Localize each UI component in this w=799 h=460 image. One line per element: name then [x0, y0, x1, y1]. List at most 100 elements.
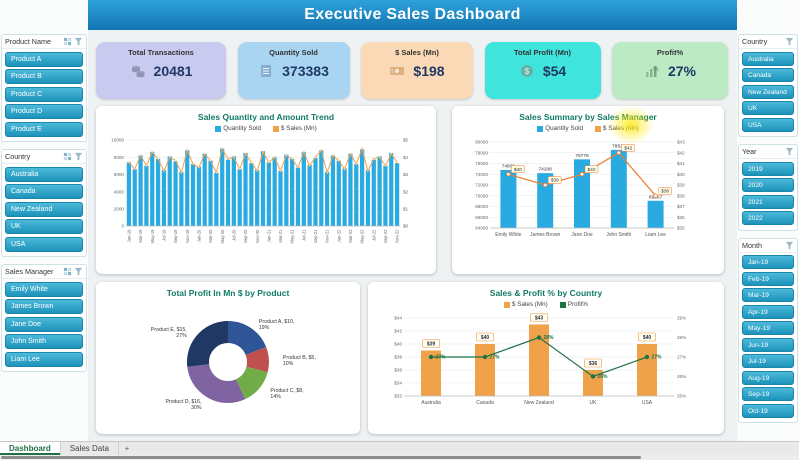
product-profit-donut-chart[interactable]: Product A, $10, 19% Product B, $5, 10% Produ… — [102, 300, 354, 422]
svg-text:27%: 27% — [677, 355, 686, 360]
svg-text:$40: $40 — [677, 172, 685, 177]
slicer-item-2019[interactable]: 2019 — [742, 161, 794, 176]
slicer-item-new-zealand[interactable]: New Zealand — [742, 84, 794, 99]
slicer-item-uk[interactable]: UK — [5, 219, 83, 234]
scrollbar-thumb[interactable] — [1, 456, 641, 459]
clear-filter-icon[interactable] — [74, 152, 83, 161]
svg-text:May-21: May-21 — [290, 229, 295, 244]
slicer-item-jane-doe[interactable]: Jane Doe — [5, 316, 83, 332]
multi-select-icon[interactable] — [63, 37, 72, 46]
slicer-header: Country — [2, 150, 86, 164]
slicer-year: Year 2019 2020 2021 2022 — [738, 144, 798, 231]
slicer-item-australia[interactable]: Australia — [742, 51, 794, 66]
kpi-label: Quantity Sold — [269, 48, 318, 57]
svg-text:Product C, $8,14%: Product C, $8, 14% — [270, 388, 303, 400]
svg-text:$42: $42 — [394, 329, 402, 334]
clear-filter-icon[interactable] — [785, 37, 794, 46]
slicer-item-sep-19[interactable]: Sep-19 — [742, 387, 794, 401]
clear-filter-icon[interactable] — [74, 37, 83, 46]
svg-text:Mar-19: Mar-19 — [138, 229, 143, 243]
chart-title-manager: Sales Summary by Sales Manager — [519, 112, 657, 122]
svg-text:80000: 80000 — [475, 140, 488, 145]
slicer-item-product-d[interactable]: Product D — [5, 104, 83, 119]
multi-select-icon[interactable] — [63, 267, 72, 276]
slicer-item-jan-19[interactable]: Jan-19 — [742, 255, 794, 269]
svg-text:$43: $43 — [677, 140, 685, 145]
svg-text:10000: 10000 — [111, 138, 124, 143]
slicer-item-john-smith[interactable]: John Smith — [5, 334, 83, 349]
add-sheet-button[interactable]: + — [124, 444, 130, 453]
svg-text:78000: 78000 — [475, 150, 488, 155]
slicer-item-usa[interactable]: USA — [5, 236, 83, 252]
clear-filter-icon[interactable] — [785, 147, 794, 156]
legend-item-quantity: Quantity Sold — [537, 125, 583, 132]
svg-text:Jul-19: Jul-19 — [161, 229, 166, 241]
svg-text:$39: $39 — [427, 342, 436, 348]
svg-text:74208: 74208 — [539, 167, 553, 173]
sheet-tab-bar: Dashboard Sales Data + — [0, 441, 799, 455]
slicer-item-james-brown[interactable]: James Brown — [5, 299, 83, 314]
legend-swatch-quantity — [537, 125, 544, 132]
slicer-item-liam-lee[interactable]: Liam Lee — [5, 351, 83, 367]
slicer-item-new-zealand[interactable]: New Zealand — [5, 201, 83, 217]
slicer-item-product-a[interactable]: Product A — [5, 51, 83, 67]
slicer-item-emily-white[interactable]: Emily White — [5, 281, 83, 297]
slicer-item-may-19[interactable]: May-19 — [742, 321, 794, 335]
manager-chart-panel: Sales Summary by Sales Manager Quantity … — [452, 106, 724, 274]
svg-text:70000: 70000 — [475, 193, 488, 198]
svg-text:4000: 4000 — [114, 189, 125, 194]
slicer-item-2022[interactable]: 2022 — [742, 211, 794, 225]
multi-select-icon[interactable] — [63, 152, 72, 161]
slicer-item-2020[interactable]: 2020 — [742, 178, 794, 192]
kpi-label: $ Sales (Mn) — [395, 48, 439, 57]
kpi-card-total-transactions: Total Transactions 20481 — [96, 42, 226, 99]
slicer-month: Month Jan-19 Feb-19 Mar-19 Apr-19 May-19 Jun-… — [738, 237, 798, 423]
slicer-item-uk[interactable]: UK — [742, 101, 794, 115]
kpi-label: Profit% — [656, 48, 684, 57]
manager-chart[interactable]: 64000 66000 68000 70000 72000 74000 76000 78000… — [460, 134, 716, 262]
product-profit-panel: Total Profit In Mn $ by Product Product … — [96, 282, 360, 434]
clear-filter-icon[interactable] — [74, 267, 83, 276]
slicer-item-canada[interactable]: Canada — [742, 68, 794, 82]
slicer-item-australia[interactable]: Australia — [5, 166, 83, 182]
tab-sales-data[interactable]: Sales Data — [61, 442, 119, 455]
slicer-header: Sales Manager — [2, 265, 86, 279]
slicer-item-apr-19[interactable]: Apr-19 — [742, 304, 794, 319]
svg-text:27%: 27% — [490, 355, 501, 361]
trend-legend: Quantity Sold $ Sales (Mn) — [96, 125, 436, 132]
svg-text:$38: $38 — [394, 355, 402, 360]
slicer-item-mar-19[interactable]: Mar-19 — [742, 288, 794, 302]
tab-dashboard[interactable]: Dashboard — [0, 442, 61, 455]
slicer-item-product-c[interactable]: Product C — [5, 86, 83, 102]
slicer-item-product-e[interactable]: Product E — [5, 121, 83, 137]
horizontal-scrollbar[interactable] — [0, 455, 799, 460]
clear-filter-icon[interactable] — [785, 241, 794, 250]
slicer-item-2021[interactable]: 2021 — [742, 194, 794, 209]
svg-text:Product A, $10,19%: Product A, $10, 19% — [259, 319, 294, 331]
slicer-item-aug-19[interactable]: Aug-19 — [742, 370, 794, 385]
trend-chart-panel: Sales Quantity and Amount Trend Quantity… — [96, 106, 436, 274]
country-chart[interactable]: $32 $34 $36 $38 $40 $42 $44 25% 26% 27% 28% 29% $39 $… — [376, 310, 716, 428]
svg-text:76778: 76778 — [575, 153, 589, 159]
svg-text:$3: $3 — [403, 172, 409, 177]
legend-label: $ Sales (Mn) — [281, 125, 317, 132]
slicer-item-canada[interactable]: Canada — [5, 184, 83, 199]
svg-text:26%: 26% — [598, 374, 609, 380]
slicer-sales-manager: Sales Manager Emily White James Brown Jane… — [1, 264, 87, 372]
slicer-item-product-b[interactable]: Product B — [5, 69, 83, 84]
slicer-item-jun-19[interactable]: Jun-19 — [742, 337, 794, 352]
svg-text:Jul-21: Jul-21 — [301, 229, 306, 241]
svg-text:Emily White: Emily White — [495, 232, 522, 238]
slicer-item-feb-19[interactable]: Feb-19 — [742, 271, 794, 286]
slicer-item-oct-19[interactable]: Oct-19 — [742, 403, 794, 418]
svg-text:Nov-21: Nov-21 — [325, 229, 330, 243]
kpi-card-sales-mn: $ Sales (Mn) $198 — [361, 42, 473, 99]
slicer-item-usa[interactable]: USA — [742, 117, 794, 132]
svg-text:Product B, $5,10%: Product B, $5, 10% — [283, 355, 316, 367]
slicer-item-jul-19[interactable]: Jul-19 — [742, 354, 794, 368]
legend-swatch-sales — [273, 125, 280, 132]
svg-text:Australia: Australia — [421, 400, 441, 406]
svg-text:Nov-19: Nov-19 — [185, 229, 190, 243]
trend-chart[interactable]: 0 2000 4000 6000 8000 10000 $0 $1 $2 $3 $4 $5 Jan-19… — [100, 134, 432, 260]
left-slicer-sidebar: Product Name Product A Product B Product C… — [0, 34, 88, 379]
